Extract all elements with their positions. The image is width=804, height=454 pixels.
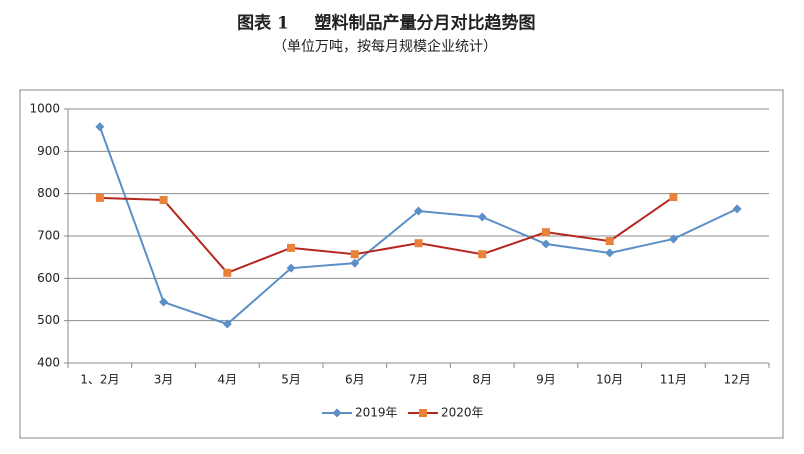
legend-label: 2019年 — [355, 406, 398, 420]
y-tick-label: 600 — [37, 271, 60, 285]
chart-subtitle: （单位万吨，按每月规模企业统计） — [273, 38, 497, 55]
legend-marker — [419, 409, 427, 417]
point — [95, 122, 105, 132]
chart-frame — [19, 89, 784, 439]
point — [541, 228, 550, 237]
chart-title: 塑料制品产量分月对比趋势图 — [315, 13, 536, 34]
y-tick-label: 900 — [37, 144, 60, 158]
x-tick-label: 8月 — [472, 373, 492, 387]
point — [668, 234, 678, 244]
point — [605, 237, 614, 246]
series-line — [98, 126, 738, 326]
x-tick-label: 11月 — [660, 373, 687, 387]
series-line — [99, 196, 674, 275]
x-tick-label: 4月 — [217, 373, 237, 387]
x-tick-label: 3月 — [154, 373, 174, 387]
point — [732, 204, 742, 214]
point — [286, 263, 296, 273]
point — [414, 239, 423, 248]
y-tick-label: 700 — [37, 229, 60, 243]
point — [541, 239, 551, 249]
y-tick-label: 400 — [37, 356, 60, 370]
point — [159, 297, 169, 307]
x-tick-label: 12月 — [723, 373, 750, 387]
x-tick-label: 10月 — [596, 373, 623, 387]
point — [222, 319, 232, 329]
y-tick-label: 1000 — [29, 102, 60, 116]
point — [350, 250, 359, 259]
point — [669, 193, 678, 202]
point — [414, 206, 423, 216]
point — [95, 193, 104, 202]
chart-title-label: 图表 1 — [237, 13, 289, 34]
x-tick-label: 7月 — [409, 373, 429, 387]
point — [477, 212, 487, 222]
legend-marker — [332, 408, 342, 418]
x-tick-label: 9月 — [536, 373, 556, 387]
point — [223, 268, 232, 277]
legend-label: 2020年 — [441, 406, 484, 420]
point — [350, 258, 360, 268]
point — [605, 248, 615, 258]
y-tick-label: 500 — [37, 313, 60, 327]
point — [287, 243, 296, 252]
point — [159, 196, 168, 205]
y-tick-label: 800 — [37, 186, 60, 200]
x-tick-label: 5月 — [281, 373, 301, 387]
point — [478, 250, 487, 259]
x-tick-label: 1、2月 — [80, 373, 119, 387]
x-tick-label: 6月 — [345, 373, 365, 387]
